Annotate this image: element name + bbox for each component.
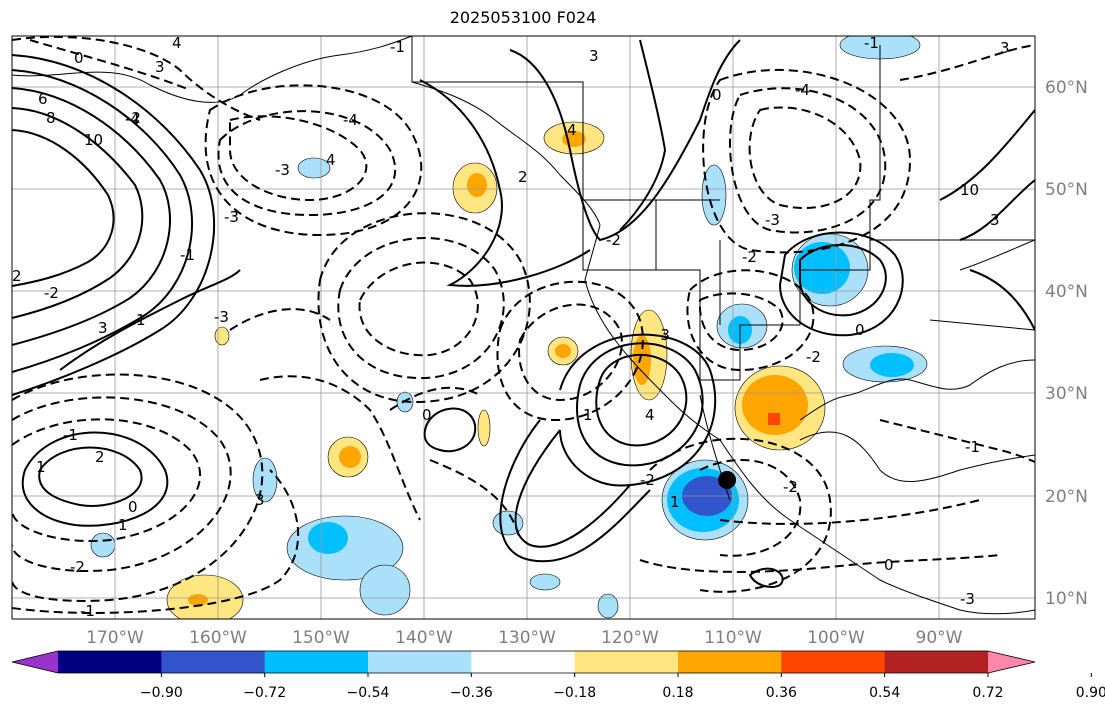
colorbar-extend-high [988,651,1035,673]
svg-text:-4: -4 [795,81,810,99]
lat-tick-label: 50°N [1045,180,1088,200]
colorbar-segment [58,651,162,673]
svg-text:4: 4 [172,34,182,52]
svg-text:0: 0 [884,556,894,574]
colorbar-tick-label: −0.36 [450,685,493,701]
colorbar-extend-low [12,651,58,673]
colorbar-tick-label: 0.36 [766,685,797,701]
svg-text:1: 1 [118,516,128,534]
svg-text:0: 0 [422,406,432,424]
lon-tick-label: 160°W [189,628,247,648]
lat-tick-label: 30°N [1045,384,1088,404]
svg-text:1: 1 [36,458,46,476]
lat-tick-label: 40°N [1045,282,1088,302]
lon-tick-label: 150°W [292,628,350,648]
svg-text:-2: -2 [806,348,821,366]
map-title: 2025053100 F024 [449,8,597,27]
svg-text:2: 2 [518,168,528,186]
svg-text:-3: -3 [765,211,780,229]
svg-text:10: 10 [960,181,979,199]
svg-text:-1: -1 [965,438,980,456]
contour-labels: 4 3 0 -1 6 8 10 2 3 -2 -4 -3 4 3 -4 -2 -… [12,34,1010,620]
lon-tick-label: 90°W [916,628,963,648]
lon-tick-label: 110°W [704,628,762,648]
svg-text:-2: -2 [126,109,141,127]
svg-text:4: 4 [567,121,577,139]
latitude-ticks: 60°N 50°N 40°N 30°N 20°N 10°N [1045,78,1088,609]
lon-tick-label: 140°W [395,628,453,648]
svg-text:-3: -3 [214,308,229,326]
svg-text:1: 1 [583,406,593,424]
colorbar-tick-label: −0.18 [553,685,596,701]
colorbar-segment [368,651,472,673]
svg-text:-4: -4 [343,111,358,129]
lon-tick-label: 120°W [601,628,659,648]
svg-text:-1: -1 [180,246,195,264]
svg-text:2: 2 [12,267,22,285]
svg-text:0: 0 [855,321,865,339]
svg-text:-3: -3 [960,590,975,608]
coastlines [12,36,1035,615]
svg-text:6: 6 [38,90,48,108]
svg-text:-1: -1 [63,426,78,444]
svg-text:1: 1 [670,493,680,511]
svg-text:-3: -3 [655,326,670,344]
svg-text:-2: -2 [640,471,655,489]
svg-text:1: 1 [136,311,146,329]
colorbar-segment [161,651,266,673]
svg-text:3: 3 [255,491,265,509]
svg-text:3: 3 [1000,39,1010,57]
location-marker-dot [718,471,736,489]
colorbar-segment [781,651,886,673]
svg-text:4: 4 [645,406,655,424]
lat-tick-label: 60°N [1045,78,1088,98]
svg-text:0: 0 [74,49,84,67]
colorbar-segment [678,651,782,673]
svg-text:-3: -3 [224,208,239,226]
lat-tick-label: 10°N [1045,589,1088,609]
colorbar-tick-label: −0.54 [347,685,390,701]
svg-text:10: 10 [84,131,103,149]
svg-text:0: 0 [712,86,722,104]
svg-text:3: 3 [990,211,1000,229]
colorbar: −0.90 −0.72 −0.54 −0.36 −0.18 0.18 0.36 0.54 0.7… [11,650,1105,701]
svg-text:-1: -1 [390,38,405,56]
map-area [12,36,1035,619]
svg-text:-2: -2 [70,558,85,576]
svg-text:-2: -2 [606,231,621,249]
svg-text:-2: -2 [783,478,798,496]
svg-text:2: 2 [95,448,105,466]
colorbar-tick-label: 0.18 [662,685,693,701]
svg-text:4: 4 [326,151,336,169]
colorbar-tick-label: −0.72 [243,685,286,701]
lat-tick-label: 20°N [1045,487,1088,507]
colorbar-tick-label: 0.72 [972,685,1003,701]
svg-text:-2: -2 [742,248,757,266]
colorbar-tick-label: −0.90 [140,685,183,701]
lon-tick-label: 130°W [498,628,556,648]
colorbar-segment [574,651,679,673]
negative-contours [12,36,1035,614]
svg-text:3: 3 [589,47,599,65]
map-frame [11,35,1036,620]
svg-text:-2: -2 [44,284,59,302]
svg-text:-1: -1 [864,34,879,52]
colorbar-segment [471,651,576,673]
svg-text:3: 3 [98,319,108,337]
svg-text:-4: -4 [125,110,140,128]
colorbar-tick-label: 0.54 [869,685,900,701]
colorbar-tick-label: 0.90 [1076,685,1105,701]
longitude-ticks: 170°W 160°W 150°W 140°W 130°W 120°W 110°… [86,628,963,648]
svg-text:-3: -3 [275,161,290,179]
svg-text:0: 0 [128,498,138,516]
lon-tick-label: 100°W [807,628,865,648]
svg-text:8: 8 [46,109,56,127]
colorbar-segment [884,651,989,673]
colorbar-segment [264,651,369,673]
lon-tick-label: 170°W [86,628,144,648]
svg-text:-1: -1 [80,602,95,620]
positive-contours [12,39,1035,588]
svg-text:3: 3 [155,58,165,76]
